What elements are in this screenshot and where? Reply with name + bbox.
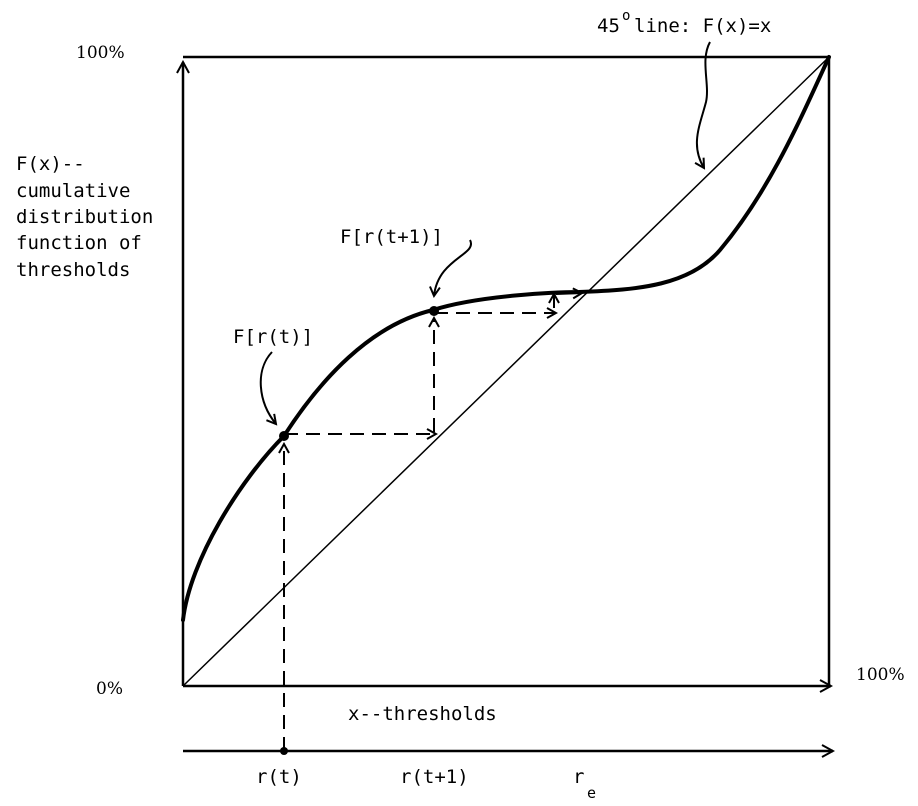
point-f-rt [279,431,289,441]
label-f-rt1: F[r(t+1)] [340,226,443,248]
bottom-label-rt: r(t) [256,766,302,788]
origin-label: 0% [96,679,123,699]
x-right-label: 100% [856,665,905,685]
diagonal-label-suffix: line: F(x)=x [634,15,771,37]
bottom-label-rt1: r(t+1) [400,766,469,788]
y-axis-label-line: function of [16,232,142,254]
y-axis-label-line: distribution [16,206,153,228]
y-axis-label-line: thresholds [16,259,130,281]
diagonal-label: 45 o line: F(x)=x [597,8,771,37]
pointer-arrow-f-rt1 [434,239,473,296]
point-f-rt1 [429,306,439,316]
y-axis-label-line: F(x)-- [16,153,85,175]
y-axis-label: F(x)-- cumulative distribution function … [16,153,153,281]
pointer-arrow-f-rt [259,351,276,424]
cdf-curve [181,55,831,622]
diagonal-label-degree: o [622,8,630,24]
diagonal-label-prefix: 45 [597,15,620,37]
label-f-rt: F[r(t)] [233,326,313,348]
y-top-label: 100% [76,43,125,63]
y-axis-label-line: cumulative [16,180,130,202]
pointer-arrow-diagonal [697,41,711,168]
x-axis-label: x--thresholds [348,703,497,725]
bottom-label-re-subscript: e [587,784,596,802]
diagonal-line [182,56,830,687]
small-step-horizontal [555,293,582,294]
bottom-label-re: r [573,766,584,788]
